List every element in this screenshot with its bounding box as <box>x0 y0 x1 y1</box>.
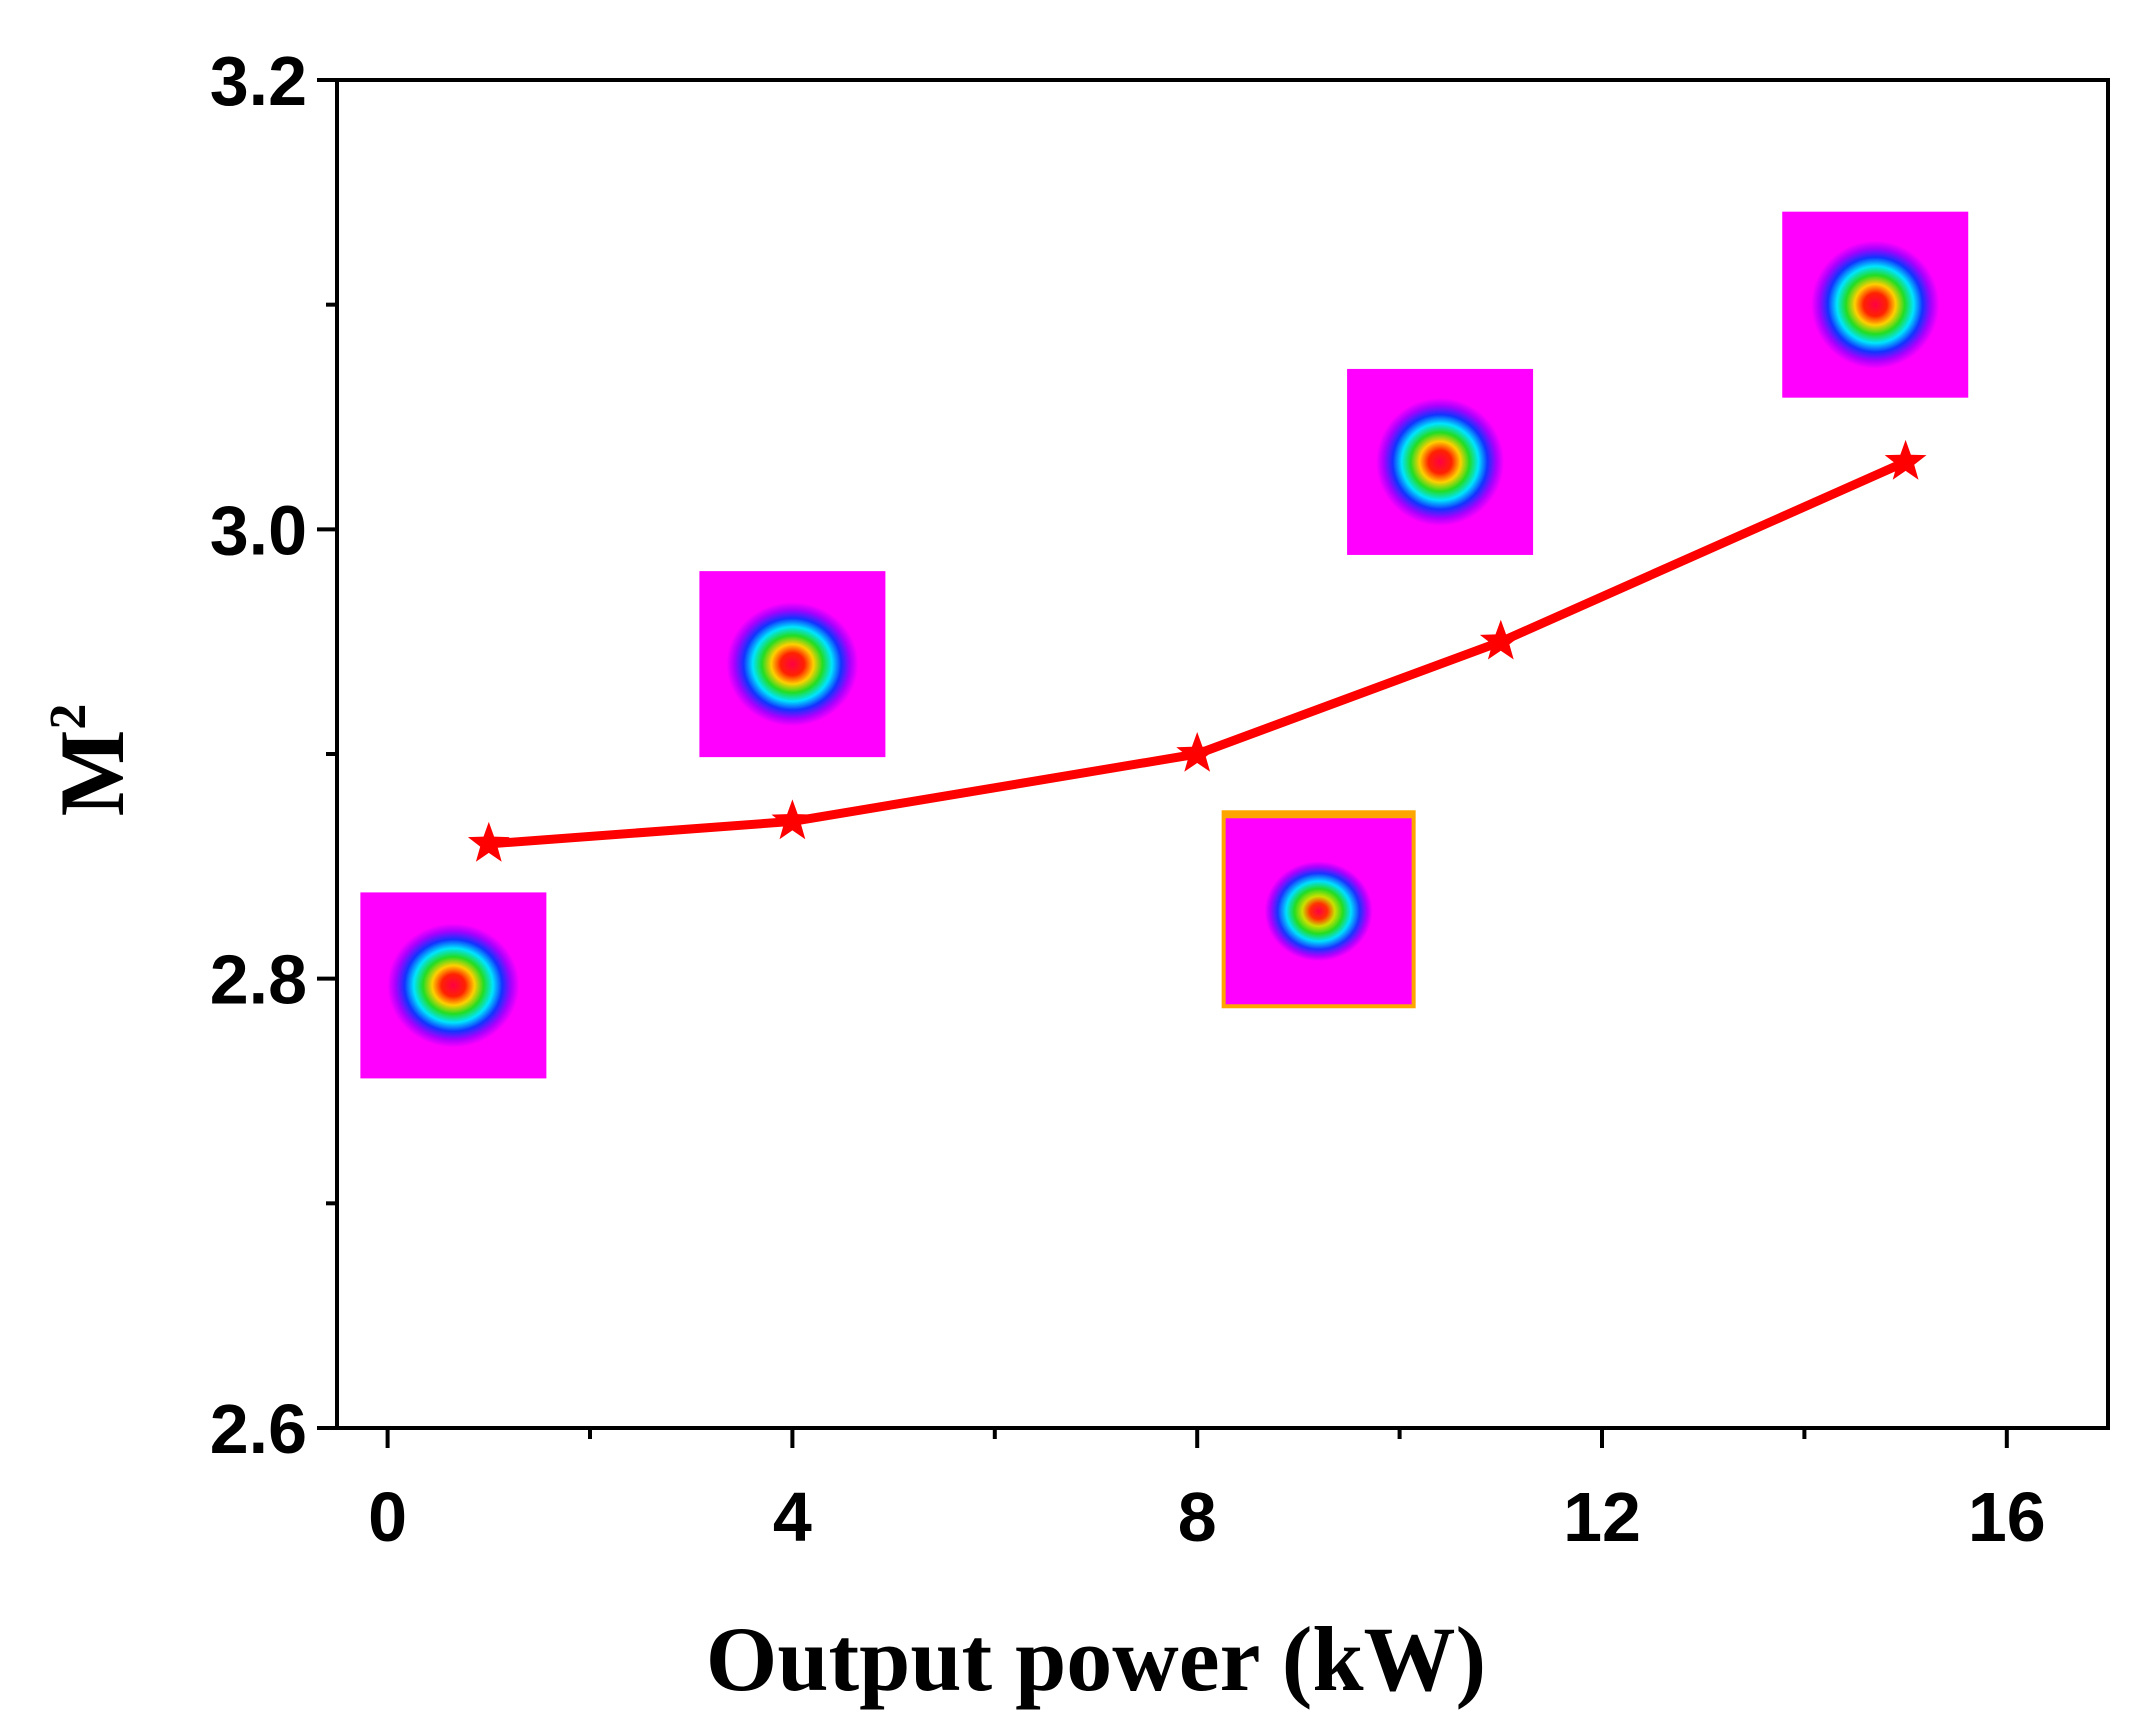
beam-profile-15kw-spot <box>1811 240 1940 369</box>
beam-profile-1kw-spot <box>387 923 520 1048</box>
y-tick-label: 3.2 <box>210 42 307 120</box>
y-axis-title-base: M <box>41 730 143 817</box>
beam-profile-4kw-spot <box>726 602 859 727</box>
y-tick-label: 2.6 <box>210 1390 307 1468</box>
beam-profile-11kw-spot <box>1376 397 1505 526</box>
beam-profile-8kw-spot <box>1264 861 1373 962</box>
data-point-star <box>771 799 814 840</box>
x-tick-label: 0 <box>368 1478 407 1556</box>
data-point-star <box>1479 619 1522 660</box>
x-tick-label: 12 <box>1563 1478 1641 1556</box>
y-tick-label: 2.8 <box>210 941 307 1019</box>
y-tick-label: 3.0 <box>210 491 307 569</box>
data-point-star <box>1176 732 1219 772</box>
x-tick-label: 4 <box>773 1478 812 1556</box>
data-point-star <box>467 821 510 862</box>
x-tick-label: 16 <box>1968 1478 2046 1556</box>
data-point-star <box>1884 439 1927 480</box>
x-axis-title: Output power (kW) <box>706 1608 1486 1710</box>
y-axis-title: M2 <box>40 704 143 817</box>
x-tick-label: 8 <box>1178 1478 1217 1556</box>
y-axis-title-sup: 2 <box>40 704 97 730</box>
